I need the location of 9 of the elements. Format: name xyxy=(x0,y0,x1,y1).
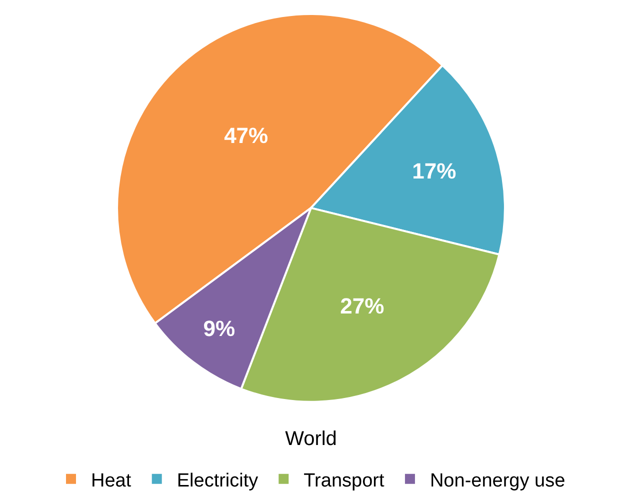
legend-label: Transport xyxy=(304,470,385,492)
data-label: 27% xyxy=(340,294,384,319)
text: World xyxy=(285,428,337,450)
legend-label: Electricity xyxy=(176,470,259,492)
data-label: 17% xyxy=(412,158,456,184)
legend-label: Non-energy use xyxy=(430,470,566,492)
data-label: 47% xyxy=(224,123,268,148)
data-label: 9% xyxy=(203,316,235,342)
legend-label: Heat xyxy=(91,470,132,492)
